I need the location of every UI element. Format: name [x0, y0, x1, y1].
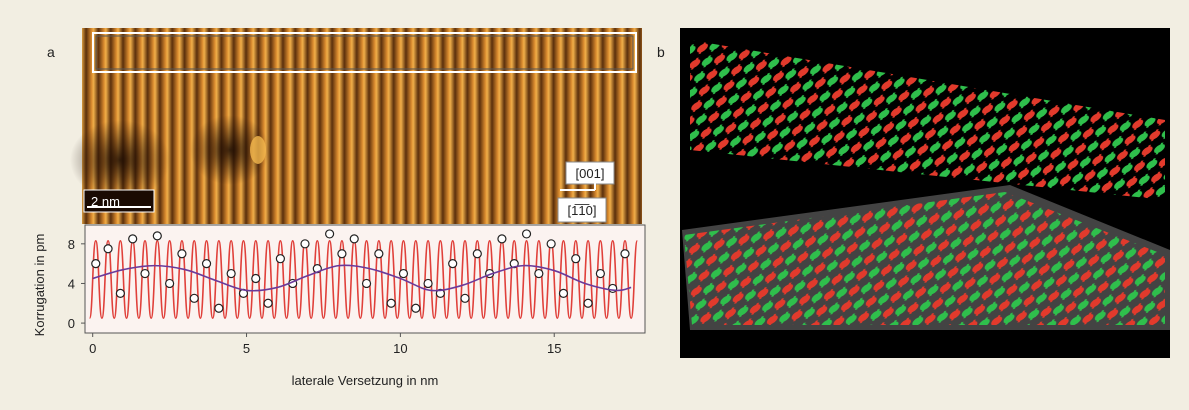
panel-label: a: [47, 44, 55, 60]
data-point: [523, 230, 531, 238]
spin-render: [680, 28, 1170, 358]
data-point: [547, 240, 555, 248]
x-tick-label: 10: [393, 341, 407, 356]
y-tick-label: 4: [68, 276, 75, 291]
data-point: [498, 235, 506, 243]
figure: a 2 nm [001] [1̅1̅0] b 0 5 10 15 0 4 8 laterale…: [0, 0, 1189, 405]
data-point: [166, 279, 174, 287]
data-point: [375, 250, 383, 258]
x-axis-label: laterale Versetzung in nm: [292, 373, 439, 388]
data-point: [609, 284, 617, 292]
panel-label: b: [657, 44, 665, 60]
data-point: [596, 270, 604, 278]
data-point: [572, 255, 580, 263]
stm-image: [70, 28, 642, 224]
data-point: [326, 230, 334, 238]
y-tick-label: 0: [68, 316, 75, 331]
data-point: [363, 279, 371, 287]
data-point: [621, 250, 629, 258]
data-point: [129, 235, 137, 243]
data-point: [301, 240, 309, 248]
data-point: [387, 299, 395, 307]
x-tick-label: 0: [89, 341, 96, 356]
data-point: [276, 255, 284, 263]
data-point: [153, 232, 161, 240]
data-point: [264, 299, 272, 307]
data-point: [203, 260, 211, 268]
x-tick-label: 15: [547, 341, 561, 356]
data-point: [338, 250, 346, 258]
data-point: [252, 275, 260, 283]
data-point: [178, 250, 186, 258]
data-point: [399, 270, 407, 278]
data-point: [215, 304, 223, 312]
direction-label: [1̅1̅0]: [568, 203, 597, 218]
data-point: [461, 294, 469, 302]
data-point: [473, 250, 481, 258]
data-point: [449, 260, 457, 268]
data-point: [141, 270, 149, 278]
direction-label: [001]: [576, 166, 605, 181]
data-point: [424, 279, 432, 287]
x-tick-label: 5: [243, 341, 250, 356]
y-tick-label: 8: [68, 237, 75, 252]
data-point: [104, 245, 112, 253]
data-point: [412, 304, 420, 312]
data-point: [190, 294, 198, 302]
data-point: [535, 270, 543, 278]
data-point: [116, 289, 124, 297]
data-point: [559, 289, 567, 297]
data-point: [92, 260, 100, 268]
data-point: [227, 270, 235, 278]
scale-bar-label: 2 nm: [91, 194, 120, 209]
data-point: [350, 235, 358, 243]
data-point: [584, 299, 592, 307]
y-axis-label: Korrugation in pm: [32, 234, 47, 337]
